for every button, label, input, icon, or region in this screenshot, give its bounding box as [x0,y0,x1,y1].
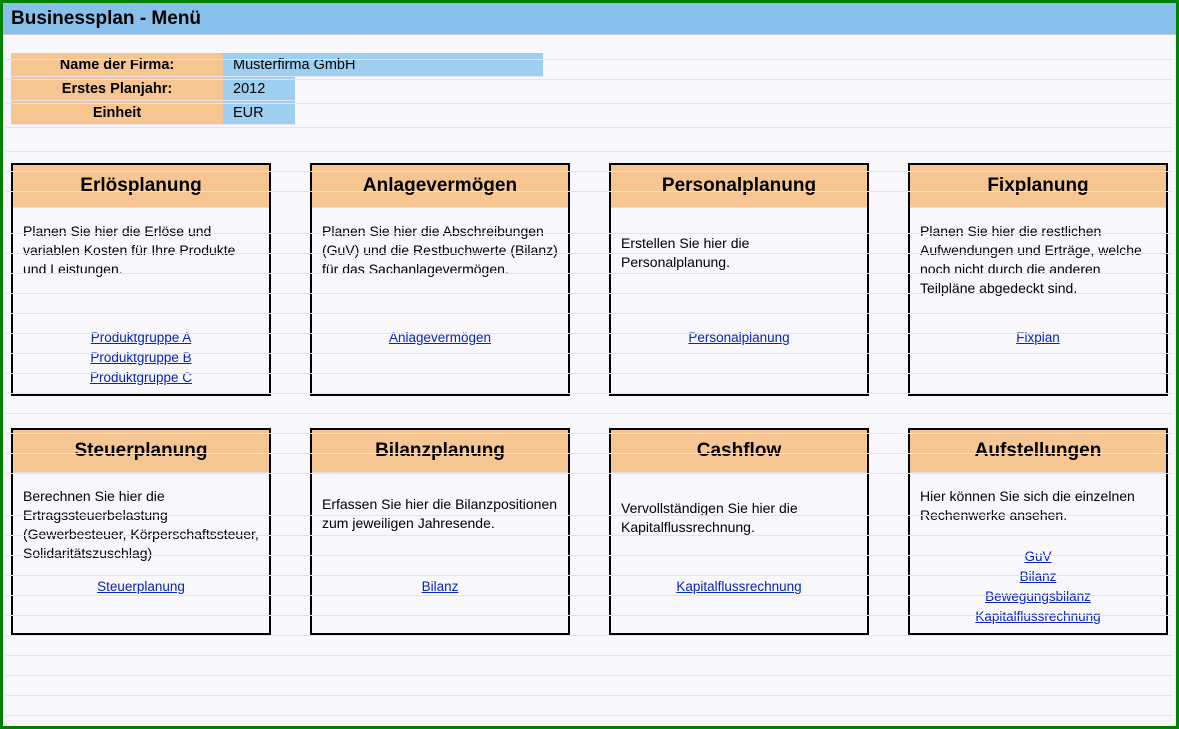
card-links: Anlagevermögen [312,328,568,354]
cards-row-1: Erlösplanung Planen Sie hier die Erlöse … [3,163,1176,396]
link-steuerplanung[interactable]: Steuerplanung [13,577,269,597]
card-links: Steuerplanung [13,577,269,603]
card-header: Personalplanung [611,165,867,208]
card-header: Aufstellungen [910,430,1166,473]
meta-value-firm[interactable]: Musterfirma GmbH [223,53,543,77]
link-bewegungsbilanz[interactable]: Bewegungsbilanz [910,587,1166,607]
card-header: Bilanzplanung [312,430,568,473]
card-bilanzplanung: Bilanzplanung Erfassen Sie hier die Bila… [310,428,570,635]
card-header: Erlösplanung [13,165,269,208]
card-desc: Hier können Sie sich die einzelnen Reche… [910,473,1166,547]
link-bilanz-2[interactable]: Bilanz [910,567,1166,587]
cards-row-2: Steuerplanung Berechnen Sie hier die Ert… [3,428,1176,635]
card-desc: Planen Sie hier die Erlöse und variablen… [13,208,269,328]
card-desc: Berechnen Sie hier die Ertragssteuerbela… [13,473,269,577]
link-produktgruppe-c[interactable]: Produktgruppe C [13,368,269,388]
card-desc: Erfassen Sie hier die Bilanzpositionen z… [312,473,568,577]
card-desc: Erstellen Sie hier die Personalplanung. [611,208,867,328]
meta-value-unit[interactable]: EUR [223,101,295,125]
meta-row-year: Erstes Planjahr: 2012 [11,77,1168,101]
sheet: Businessplan - Menü Name der Firma: Must… [0,0,1179,729]
card-header: Anlagevermögen [312,165,568,208]
card-links: GuV Bilanz Bewegungsbilanz Kapitalflussr… [910,547,1166,633]
meta-row-firm: Name der Firma: Musterfirma GmbH [11,53,1168,77]
card-aufstellungen: Aufstellungen Hier können Sie sich die e… [908,428,1168,635]
card-anlagevermoegen: Anlagevermögen Planen Sie hier die Absch… [310,163,570,396]
card-fixplanung: Fixplanung Planen Sie hier die restliche… [908,163,1168,396]
card-links: Kapitalflussrechnung [611,577,867,603]
meta-label-firm: Name der Firma: [11,53,223,77]
card-links: Bilanz [312,577,568,603]
meta-label-year: Erstes Planjahr: [11,77,223,101]
link-bilanz[interactable]: Bilanz [312,577,568,597]
card-desc: Planen Sie hier die restlichen Aufwendun… [910,208,1166,328]
card-header: Fixplanung [910,165,1166,208]
link-personalplanung[interactable]: Personalplanung [611,328,867,348]
link-guv[interactable]: GuV [910,547,1166,567]
link-fixplan[interactable]: Fixplan [910,328,1166,348]
link-kapitalflussrechnung-2[interactable]: Kapitalflussrechnung [910,607,1166,627]
meta-area: Name der Firma: Musterfirma GmbH Erstes … [3,35,1176,125]
link-produktgruppe-b[interactable]: Produktgruppe B [13,348,269,368]
card-steuerplanung: Steuerplanung Berechnen Sie hier die Ert… [11,428,271,635]
card-links: Personalplanung [611,328,867,354]
card-header: Steuerplanung [13,430,269,473]
link-kapitalflussrechnung[interactable]: Kapitalflussrechnung [611,577,867,597]
card-links: Fixplan [910,328,1166,354]
card-desc: Planen Sie hier die Abschreibungen (GuV)… [312,208,568,328]
title-bar: Businessplan - Menü [3,3,1176,35]
meta-row-unit: Einheit EUR [11,101,1168,125]
card-header: Cashflow [611,430,867,473]
link-anlagevermoegen[interactable]: Anlagevermögen [312,328,568,348]
card-erloesplanung: Erlösplanung Planen Sie hier die Erlöse … [11,163,271,396]
page-title: Businessplan - Menü [11,8,201,30]
card-links: Produktgruppe A Produktgruppe B Produktg… [13,328,269,394]
meta-label-unit: Einheit [11,101,223,125]
link-produktgruppe-a[interactable]: Produktgruppe A [13,328,269,348]
card-desc: Vervollständigen Sie hier die Kapitalflu… [611,473,867,577]
meta-value-year[interactable]: 2012 [223,77,295,101]
card-personalplanung: Personalplanung Erstellen Sie hier die P… [609,163,869,396]
card-cashflow: Cashflow Vervollständigen Sie hier die K… [609,428,869,635]
